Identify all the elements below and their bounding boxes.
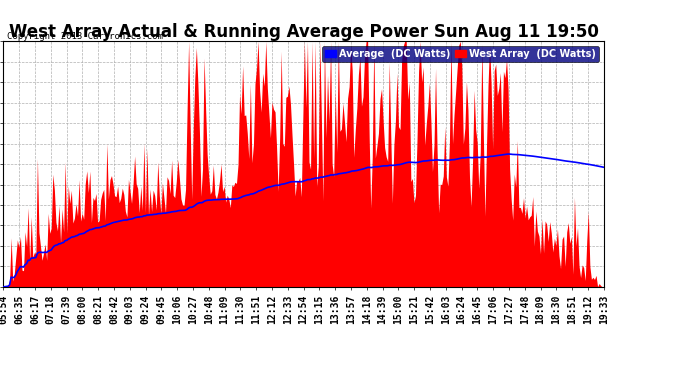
Legend: Average  (DC Watts), West Array  (DC Watts): Average (DC Watts), West Array (DC Watts… [322, 46, 599, 62]
Text: Copyright 2013 Cartronics.com: Copyright 2013 Cartronics.com [7, 32, 163, 41]
Title: West Array Actual & Running Average Power Sun Aug 11 19:50: West Array Actual & Running Average Powe… [9, 23, 598, 41]
